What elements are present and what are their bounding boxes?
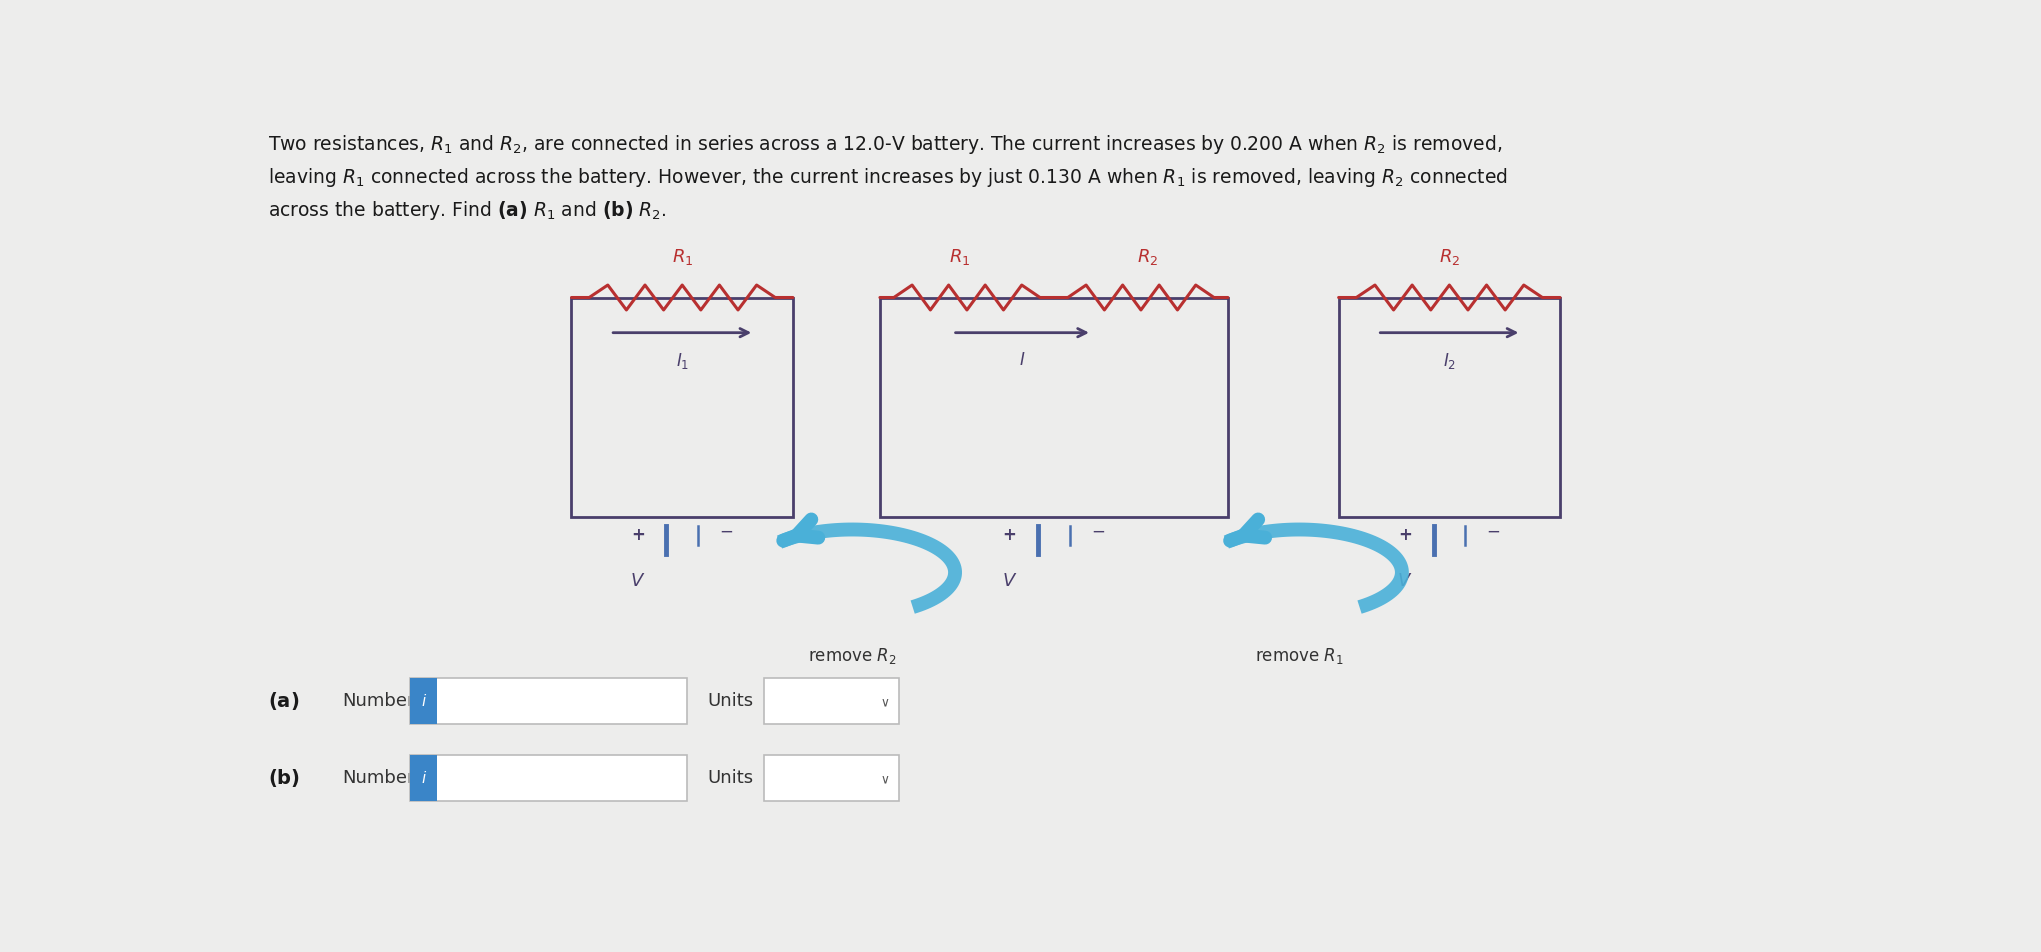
Text: $I_1$: $I_1$ [676,351,690,371]
FancyBboxPatch shape [765,755,898,801]
Text: Units: Units [708,692,753,709]
FancyBboxPatch shape [765,678,898,724]
FancyBboxPatch shape [410,678,688,724]
Bar [1339,297,1559,518]
Text: $\mathbf{(b)}$: $\mathbf{(b)}$ [267,766,300,788]
FancyBboxPatch shape [410,755,437,801]
Text: +: + [1398,526,1412,544]
Text: $V$: $V$ [1398,572,1412,590]
Text: $V$: $V$ [631,572,645,590]
Text: −: − [720,523,733,541]
Text: −: − [1486,523,1500,541]
Text: $\it{i}$: $\it{i}$ [420,769,427,785]
Text: $I$: $I$ [1018,351,1025,369]
Text: Number: Number [343,768,414,786]
Text: across the battery. Find $\mathbf{(a)}$ $R_1$ and $\mathbf{(b)}$ $R_2$.: across the battery. Find $\mathbf{(a)}$ … [267,199,665,222]
Text: Number: Number [343,692,414,709]
Text: ∧: ∧ [878,771,888,784]
Text: +: + [1002,526,1016,544]
Text: $R_1$: $R_1$ [949,247,972,267]
Text: $R_1$: $R_1$ [671,247,692,267]
FancyBboxPatch shape [410,755,688,801]
Bar [880,297,1229,518]
Text: −: − [1092,523,1104,541]
Text: Two resistances, $R_1$ and $R_2$, are connected in series across a 12.0-V batter: Two resistances, $R_1$ and $R_2$, are co… [267,132,1502,155]
Text: $\it{i}$: $\it{i}$ [420,693,427,708]
Text: $I_2$: $I_2$ [1443,351,1455,371]
Text: leaving $R_1$ connected across the battery. However, the current increases by ju: leaving $R_1$ connected across the batte… [267,166,1508,188]
Text: ∧: ∧ [878,694,888,707]
Text: $R_2$: $R_2$ [1439,247,1459,267]
Text: $\mathbf{(a)}$: $\mathbf{(a)}$ [267,689,300,712]
Text: Units: Units [708,768,753,786]
Text: +: + [631,526,645,544]
Text: remove $R_1$: remove $R_1$ [1255,645,1343,665]
Text: $R_2$: $R_2$ [1137,247,1159,267]
FancyBboxPatch shape [410,678,437,724]
Text: $V$: $V$ [1002,572,1016,590]
Bar [571,297,792,518]
Text: remove $R_2$: remove $R_2$ [808,645,896,665]
